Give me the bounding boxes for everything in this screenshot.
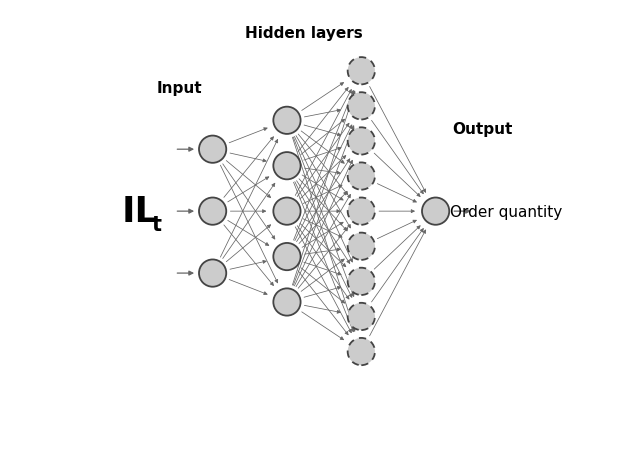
Circle shape <box>348 128 375 155</box>
Circle shape <box>348 93 375 120</box>
Circle shape <box>348 268 375 295</box>
Circle shape <box>348 163 375 190</box>
Text: Input: Input <box>157 81 202 95</box>
Circle shape <box>348 58 375 85</box>
Text: t: t <box>152 214 162 234</box>
Circle shape <box>199 136 227 163</box>
Circle shape <box>422 198 449 225</box>
Circle shape <box>273 153 301 180</box>
Circle shape <box>273 107 301 135</box>
Circle shape <box>348 338 375 365</box>
Text: Output: Output <box>452 122 513 137</box>
Circle shape <box>273 198 301 225</box>
Text: Hidden layers: Hidden layers <box>244 26 362 41</box>
Circle shape <box>273 289 301 316</box>
Text: IL: IL <box>122 195 158 229</box>
Circle shape <box>348 303 375 331</box>
Circle shape <box>273 244 301 270</box>
Circle shape <box>348 198 375 225</box>
Circle shape <box>199 260 227 287</box>
Text: Order quantity: Order quantity <box>450 204 563 219</box>
Circle shape <box>348 233 375 260</box>
Circle shape <box>199 198 227 225</box>
